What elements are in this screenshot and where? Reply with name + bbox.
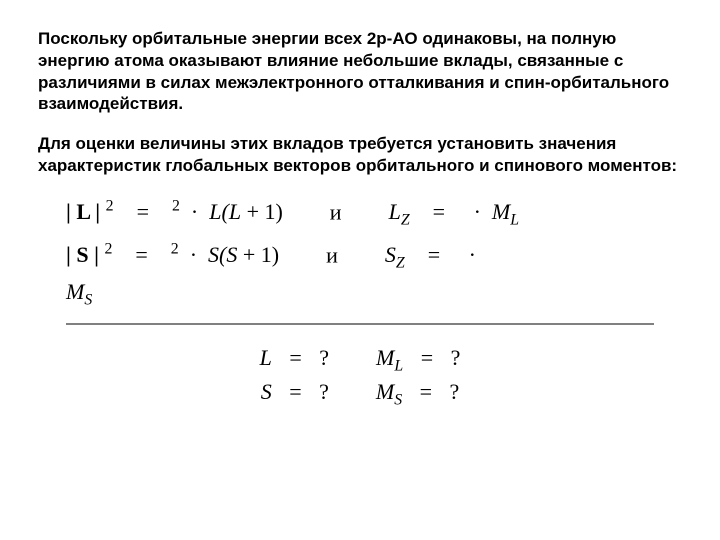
paragraph-1: Поскольку орбитальные энергии всех 2р-АО… <box>38 28 682 115</box>
L-magnitude: | L | 2 = 2 · L(L + 1) <box>66 199 288 224</box>
question-S: S = ? MS = ? <box>38 379 682 409</box>
formula-S: | S | 2 = 2 · S(S + 1) и SZ = · MS <box>66 238 682 313</box>
Lz-eq: LZ = · ML <box>389 199 519 224</box>
question-L: L = ? ML = ? <box>38 345 682 375</box>
paragraph-2: Для оценки величины этих вкладов требует… <box>38 133 682 177</box>
formula-L: | L | 2 = 2 · L(L + 1) и LZ = · ML <box>66 195 682 232</box>
and-2: и <box>326 242 338 267</box>
and-1: и <box>330 199 342 224</box>
formula-block: | L | 2 = 2 · L(L + 1) и LZ = · ML <box>66 195 682 313</box>
divider <box>66 323 654 325</box>
S-magnitude: | S | 2 = 2 · S(S + 1) <box>66 242 285 267</box>
question-block: L = ? ML = ? S = ? MS = ? <box>38 345 682 410</box>
page: Поскольку орбитальные энергии всех 2р-АО… <box>0 0 720 409</box>
